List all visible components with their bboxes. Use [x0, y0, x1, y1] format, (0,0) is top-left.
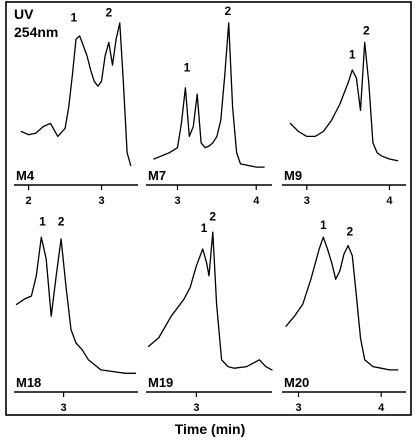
peak-label-m9: 2 — [363, 23, 370, 37]
tick-label-m19: 3 — [193, 402, 199, 414]
panel-label-m20: M20 — [284, 375, 309, 390]
peak-label-m7: 1 — [184, 61, 191, 75]
tick-label-m9: 4 — [386, 195, 393, 207]
peak-label-m18: 2 — [58, 214, 65, 228]
panel-label-m7: M7 — [148, 168, 166, 183]
tick-label-m20: 3 — [295, 402, 301, 414]
peak-label-m9: 1 — [349, 48, 356, 62]
peak-label-m19: 1 — [201, 221, 208, 235]
peak-label-m18: 1 — [39, 214, 46, 228]
tick-label-m20: 4 — [378, 402, 385, 414]
uv-label-line1: UV — [14, 6, 34, 22]
panel-label-m19: M19 — [148, 375, 173, 390]
uv-label-line2: 254nm — [14, 24, 58, 40]
tick-label-m4: 3 — [98, 195, 104, 207]
trace-m7 — [153, 22, 265, 168]
trace-m9 — [289, 41, 399, 162]
peak-label-m4: 1 — [70, 10, 77, 24]
peak-label-m7: 2 — [225, 4, 232, 18]
tick-label-m7: 4 — [253, 195, 260, 207]
x-axis-title: Time (min) — [175, 421, 246, 437]
panel-label-m9: M9 — [284, 168, 302, 183]
trace-m18 — [15, 236, 137, 374]
tick-label-m18: 3 — [61, 402, 67, 414]
panel-label-m18: M18 — [16, 375, 41, 390]
peak-label-m19: 2 — [209, 209, 216, 223]
figure-frame — [5, 1, 412, 416]
tick-label-m7: 3 — [174, 195, 180, 207]
peak-label-m4: 2 — [105, 5, 112, 19]
peak-label-m20: 2 — [346, 225, 353, 239]
panel-label-m4: M4 — [16, 168, 35, 183]
tick-label-m9: 3 — [304, 195, 310, 207]
peak-label-m20: 1 — [320, 218, 327, 232]
trace-m19 — [147, 231, 273, 371]
trace-m4 — [20, 22, 132, 167]
trace-m20 — [285, 236, 399, 371]
tick-label-m4: 2 — [26, 195, 32, 207]
